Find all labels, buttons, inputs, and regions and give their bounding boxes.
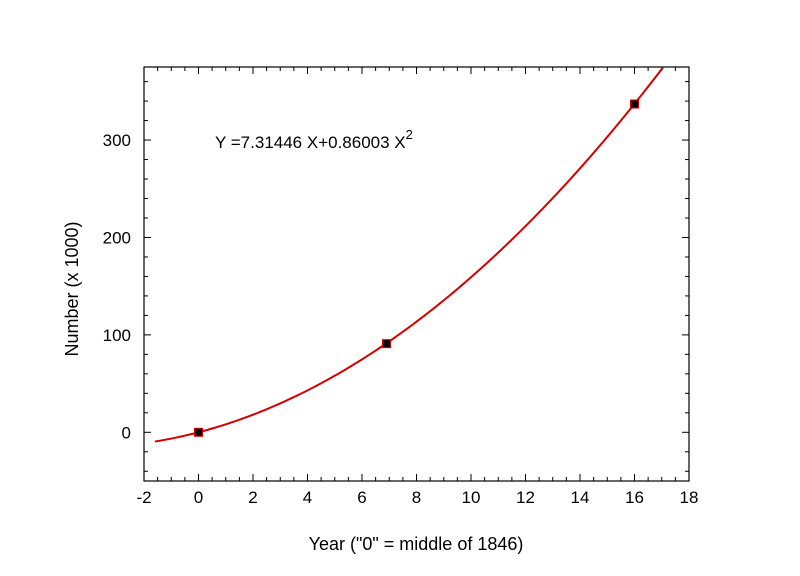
data-point — [382, 339, 392, 349]
plot-frame — [143, 66, 690, 482]
data-point — [194, 427, 203, 437]
x-tick-label: 16 — [625, 488, 644, 507]
fit-curve — [154, 67, 665, 443]
x-tick-label: 12 — [516, 488, 535, 507]
equation-annotation: Y =7.31446 X+0.86003 X2 — [215, 127, 413, 152]
equation-superscript: 2 — [406, 127, 413, 142]
y-tick-label: 200 — [103, 228, 131, 247]
x-tick-label: 6 — [357, 488, 366, 507]
y-tick-label: 300 — [103, 131, 131, 150]
y-tick-label: 100 — [103, 326, 131, 345]
x-tick-label: 4 — [303, 488, 312, 507]
x-tick-label: 18 — [680, 488, 699, 507]
y-tick-label: 0 — [122, 423, 131, 442]
data-point — [630, 99, 639, 109]
x-tick-label: 10 — [462, 488, 481, 507]
data-points — [194, 99, 639, 437]
axis-ticks — [143, 67, 690, 481]
y-axis-label: Number (x 1000) — [62, 221, 82, 356]
x-axis-label: Year ("0" = middle of 1846) — [309, 534, 524, 554]
equation-text: Y =7.31446 X+0.86003 X — [215, 133, 406, 152]
tick-labels: -2 0 2 4 6 8 10 12 14 16 18 0 100 200 300 — [103, 131, 699, 507]
x-tick-label: 0 — [194, 488, 203, 507]
x-tick-label: -2 — [136, 488, 151, 507]
x-tick-label: 2 — [248, 488, 257, 507]
x-tick-label: 14 — [571, 488, 590, 507]
x-tick-label: 8 — [412, 488, 421, 507]
